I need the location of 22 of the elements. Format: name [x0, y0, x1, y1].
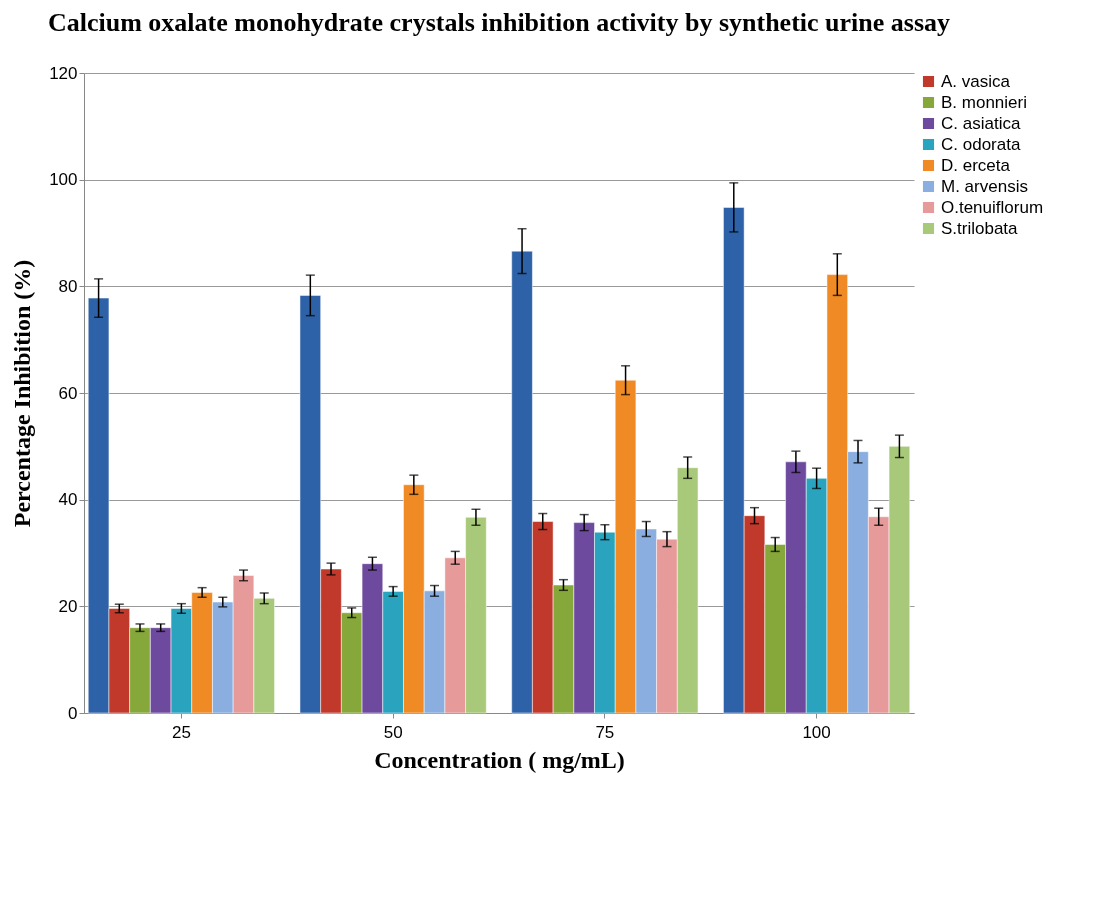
legend-label: D. erceta	[941, 155, 1011, 175]
legend-label: O.tenuiflorum	[941, 197, 1044, 217]
y-tick-label: 40	[58, 490, 78, 510]
y-tick-label: 120	[49, 63, 78, 83]
legend-label: B. monnieri	[941, 92, 1027, 112]
y-tick-label: 60	[58, 383, 78, 403]
x-tick-label: 75	[595, 722, 615, 742]
legend-label: C. asiatica	[941, 113, 1021, 133]
y-axis-title: Percentage Inhibition (%)	[9, 259, 36, 528]
y-tick-label: 80	[58, 276, 78, 296]
legend-label: C. odorata	[941, 134, 1021, 154]
x-tick-label: 50	[383, 722, 403, 742]
chart-title: Calcium oxalate monohydrate crystals inhibition activity by synthetic urine assay	[47, 8, 951, 37]
y-tick-label: 20	[58, 596, 78, 616]
x-tick-label: 25	[171, 722, 191, 742]
x-tick-label: 100	[802, 722, 831, 742]
legend-label: M. arvensis	[941, 176, 1028, 196]
legend-label: A. vasica	[941, 71, 1011, 91]
y-tick-label: 0	[68, 703, 78, 723]
y-tick-label: 100	[49, 170, 78, 190]
legend-label: S.trilobata	[941, 218, 1019, 238]
x-axis-title: Concentration ( mg/mL)	[374, 746, 625, 773]
